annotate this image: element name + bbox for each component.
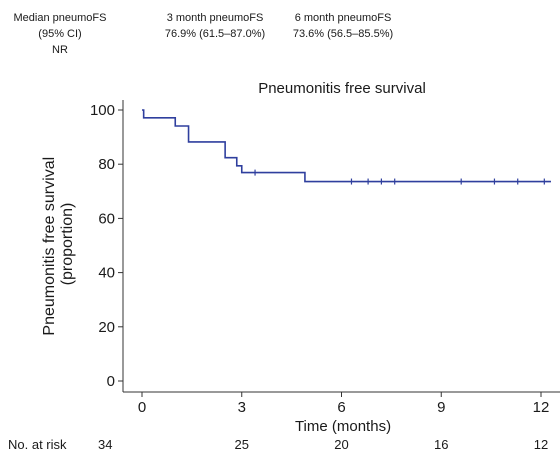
- x-tick-label: 9: [437, 399, 445, 416]
- y-tick-label: 80: [98, 156, 115, 173]
- median-ci-label: (95% CI): [38, 28, 82, 40]
- axes: 0 20 40 60 80 100 0 3 6 9 12: [90, 100, 560, 416]
- y-tick-label: 20: [98, 319, 115, 336]
- x-tick-label: 3: [238, 399, 246, 416]
- x-tick-label: 12: [533, 399, 550, 416]
- y-axis-label-line-1: Pneumonitis free survival: [41, 157, 58, 336]
- risk-count: 12: [534, 437, 548, 452]
- x-tick-label: 0: [138, 399, 146, 416]
- risk-table: No. at risk 34 25 20 16 12: [8, 437, 548, 452]
- survival-curve: [142, 109, 551, 185]
- survival-step-line: [142, 109, 551, 183]
- three-month-label: 3 month pneumoFS: [166, 12, 264, 24]
- risk-count: 34: [98, 437, 112, 452]
- median-label: Median pneumoFS: [13, 12, 107, 24]
- chart-title: Pneumonitis free survival: [258, 80, 426, 97]
- risk-count: 25: [235, 437, 249, 452]
- x-tick-label: 6: [337, 399, 345, 416]
- y-tick-label: 0: [107, 373, 115, 390]
- six-month-value: 73.6% (56.5–85.5%): [292, 28, 394, 40]
- six-month-label: 6 month pneumoFS: [294, 12, 392, 24]
- y-tick-label: 100: [90, 102, 115, 119]
- median-value: NR: [52, 44, 68, 56]
- risk-table-label: No. at risk: [8, 437, 67, 452]
- six-month-pneumofs-summary: 6 month pneumoFS 73.6% (56.5–85.5%): [283, 10, 403, 42]
- y-tick-label: 60: [98, 210, 115, 227]
- three-month-pneumofs-summary: 3 month pneumoFS 76.9% (61.5–87.0%): [155, 10, 275, 42]
- x-axis-label: Time (months): [295, 418, 391, 435]
- y-axis-label: Pneumonitis free survival (proportion): [41, 152, 76, 335]
- y-axis-label-line-2: (proportion): [59, 203, 76, 286]
- three-month-value: 76.9% (61.5–87.0%): [164, 28, 266, 40]
- median-pneumofs-summary: Median pneumoFS (95% CI) NR: [0, 10, 120, 58]
- y-tick-label: 40: [98, 265, 115, 282]
- risk-count: 16: [434, 437, 448, 452]
- risk-count: 20: [334, 437, 348, 452]
